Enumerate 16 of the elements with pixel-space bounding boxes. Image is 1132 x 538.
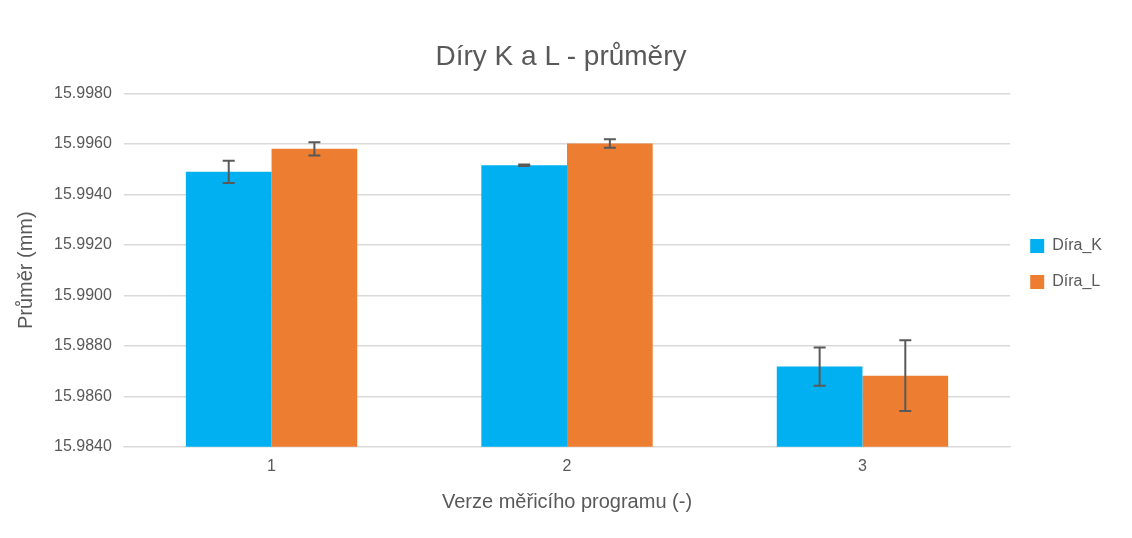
legend-label: Díra_L <box>1052 272 1101 291</box>
y-tick-label: 15.9900 <box>53 285 112 303</box>
x-tick-label: 3 <box>858 456 868 474</box>
y-tick-label: 15.9840 <box>53 437 112 455</box>
y-tick-label: 15.9920 <box>53 235 112 253</box>
y-axis-title: Průměr (mm) <box>13 211 36 330</box>
y-tick-label: 15.9860 <box>53 386 112 404</box>
y-tick-label: 15.9980 <box>53 84 112 102</box>
y-tick-label: 15.9940 <box>53 184 112 202</box>
y-tick-label: 15.9880 <box>53 336 112 354</box>
x-tick-label: 1 <box>267 456 277 474</box>
x-axis-title: Verze měřicího programu (-) <box>441 489 693 512</box>
x-tick-label: 2 <box>562 456 572 474</box>
y-tick-label: 15.9960 <box>53 134 112 152</box>
legend-label: Díra_K <box>1052 236 1103 255</box>
chart-title: Díry K a L - průměry <box>435 39 687 71</box>
